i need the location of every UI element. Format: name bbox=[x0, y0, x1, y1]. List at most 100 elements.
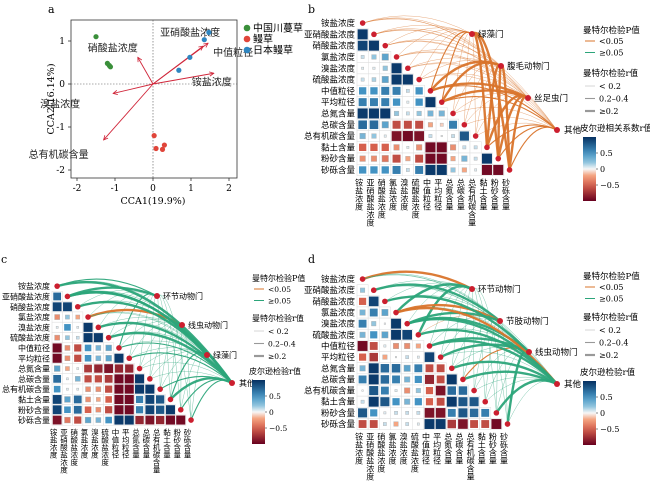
column-label: 总氮含量 bbox=[131, 427, 140, 459]
x-tick-label: -1 bbox=[111, 184, 120, 194]
variable-node bbox=[136, 365, 143, 372]
heatmap-cell bbox=[368, 363, 379, 374]
mantel-link bbox=[507, 380, 558, 425]
env-vector-arrow bbox=[138, 57, 154, 85]
heatmap-cell bbox=[383, 411, 387, 415]
heatmap-cell bbox=[359, 143, 367, 151]
heatmap-cell bbox=[402, 330, 412, 340]
variable-node bbox=[371, 31, 377, 38]
heatmap-cell bbox=[359, 331, 366, 338]
variable-node bbox=[495, 155, 502, 162]
taxon-node bbox=[525, 95, 531, 101]
mantel-link bbox=[440, 351, 558, 385]
heatmap-cell bbox=[406, 111, 410, 116]
heatmap-cell bbox=[382, 65, 388, 71]
heatmap-cell bbox=[371, 133, 377, 139]
legend-p-label: <0.05 bbox=[599, 283, 624, 292]
heatmap-cell bbox=[405, 156, 411, 162]
heatmap-cell bbox=[145, 415, 155, 425]
legend-marker bbox=[243, 46, 251, 54]
heatmap-cell bbox=[469, 408, 479, 418]
sample-point bbox=[161, 142, 167, 148]
variable-node bbox=[359, 20, 366, 26]
heatmap-cell bbox=[370, 143, 378, 151]
heatmap-cell bbox=[371, 77, 377, 82]
heatmap-cell bbox=[368, 374, 379, 385]
correlation-mantel-panel-b: 铵盐浓度铵盐浓度亚硝酸盐浓度亚硝酸盐浓度硝酸盐浓度硝酸盐浓度氯盐浓度氯盐浓度溴盐… bbox=[304, 15, 650, 228]
heatmap-cell bbox=[85, 386, 91, 392]
correlation-mantel-panel-d: 铵盐浓度铵盐浓度亚硝酸盐浓度亚硝酸盐浓度硝酸盐浓度硝酸盐浓度氯盐浓度氯盐浓度溴盐… bbox=[304, 270, 640, 482]
mantel-link bbox=[373, 283, 501, 322]
colorbar-tick-label: 0.5 bbox=[600, 393, 613, 402]
heatmap-cell bbox=[394, 389, 398, 392]
taxon-label: 其他 bbox=[564, 379, 582, 390]
colorbar-tick-label: 0.5 bbox=[600, 149, 613, 158]
heatmap-cell bbox=[145, 384, 155, 394]
heatmap-cell bbox=[368, 396, 379, 407]
row-label: 中值粒径 bbox=[321, 86, 356, 97]
heatmap-cell bbox=[403, 120, 412, 129]
heatmap-cell bbox=[75, 314, 81, 320]
heatmap-cell bbox=[436, 164, 447, 175]
column-label: 硝酸盐浓度 bbox=[70, 427, 79, 467]
row-label: 粉砂含量 bbox=[18, 405, 50, 415]
heatmap-cell bbox=[470, 420, 479, 428]
heatmap-cell bbox=[461, 155, 468, 162]
heatmap-cell bbox=[392, 86, 401, 95]
row-label: 铵盐浓度 bbox=[18, 281, 50, 291]
column-label: 总有机碳含量 bbox=[468, 178, 477, 227]
heatmap-cell bbox=[83, 322, 93, 332]
heatmap-cell bbox=[55, 326, 59, 329]
mantel-link bbox=[396, 51, 529, 99]
legend-r-title: 曼特尔检验r值 bbox=[583, 312, 639, 323]
legend-p-label: <0.05 bbox=[599, 37, 624, 46]
heatmap-cell bbox=[135, 415, 144, 425]
heatmap-cell bbox=[424, 408, 435, 418]
heatmap-cell bbox=[402, 74, 413, 85]
heatmap-cell bbox=[360, 77, 365, 82]
heatmap-cell bbox=[84, 406, 92, 414]
heatmap-cell bbox=[105, 344, 112, 352]
row-label: 平均粒径 bbox=[18, 353, 50, 363]
variable-node bbox=[157, 386, 163, 392]
sample-point bbox=[176, 67, 182, 73]
variable-node bbox=[54, 283, 60, 289]
heatmap-cell bbox=[64, 396, 71, 403]
heatmap-cell bbox=[357, 341, 368, 351]
heatmap-cell bbox=[52, 395, 62, 404]
heatmap-cell bbox=[135, 406, 144, 414]
heatmap-cell bbox=[469, 397, 479, 407]
heatmap-cell bbox=[381, 121, 389, 129]
row-label: 溴盐浓度 bbox=[18, 322, 50, 332]
heatmap-cell bbox=[450, 144, 457, 151]
heatmap-cell bbox=[416, 355, 420, 359]
taxon-label: 其他 bbox=[239, 378, 255, 388]
env-vector-label: 溴盐浓度 bbox=[40, 97, 80, 110]
heatmap-cell bbox=[402, 131, 413, 142]
variable-node bbox=[382, 42, 389, 49]
taxon-label: 环节动物门 bbox=[478, 284, 521, 295]
sample-point bbox=[107, 64, 114, 70]
taxon-node bbox=[204, 352, 210, 358]
legend-r-label: < 0.2 bbox=[599, 326, 621, 335]
heatmap-cell bbox=[105, 396, 112, 403]
row-label: 铵盐浓度 bbox=[321, 274, 356, 285]
colorbar bbox=[252, 380, 265, 444]
heatmap-cell bbox=[372, 66, 376, 70]
variable-node bbox=[484, 144, 490, 151]
heatmap-cell bbox=[436, 142, 447, 153]
variable-node bbox=[426, 343, 433, 349]
mantel-link bbox=[373, 30, 558, 131]
variable-node bbox=[147, 376, 153, 382]
column-label: 铵盐浓度 bbox=[355, 432, 364, 466]
taxon-label: 线虫动物门 bbox=[188, 320, 228, 330]
row-label: 黏土含量 bbox=[321, 397, 356, 408]
heatmap-cell bbox=[392, 165, 401, 174]
variable-node bbox=[493, 410, 500, 416]
colorbar-tick-label: −0.5 bbox=[600, 425, 619, 434]
heatmap-cell bbox=[474, 168, 478, 172]
column-label: 黏土含量 bbox=[477, 432, 486, 465]
heatmap-cell bbox=[414, 364, 423, 373]
heatmap-cell bbox=[53, 292, 62, 301]
taxon-node bbox=[526, 349, 532, 355]
